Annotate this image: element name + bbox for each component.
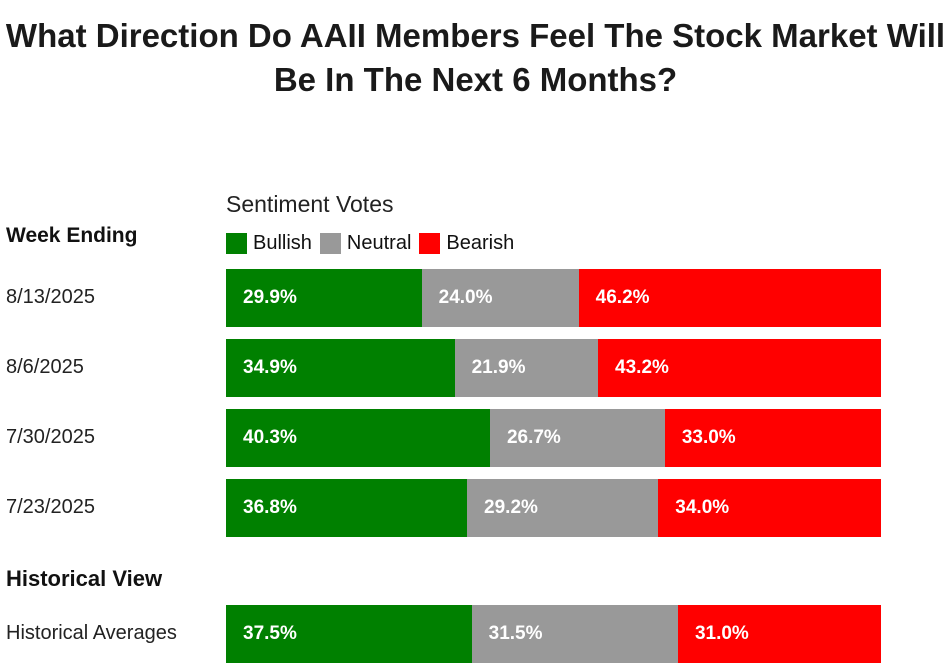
week-row-label: 7/23/2025 (6, 496, 95, 518)
week-row-bar: 34.9% 21.9% 43.2% (226, 339, 881, 397)
bar-segment-neutral: 29.2% (467, 479, 659, 537)
bar-segment-bearish: 46.2% (578, 269, 881, 327)
data-label: 36.8% (243, 497, 297, 518)
legend-label: Bearish (446, 232, 515, 254)
data-label: 33.0% (681, 427, 736, 448)
data-label: 34.0% (675, 497, 730, 518)
legend-swatch-neutral (319, 233, 341, 254)
bar-segment-bearish: 34.0% (658, 479, 881, 537)
week-row-label: 7/30/2025 (6, 426, 95, 448)
legend: Bullish Neutral Bearish (226, 232, 522, 255)
legend-label: Bullish (253, 232, 312, 254)
bar-segment-bullish: 40.3% (226, 409, 490, 467)
bar-segment-neutral: 26.7% (489, 409, 665, 467)
data-label: 21.9% (471, 357, 526, 378)
bar-segment-bullish: 34.9% (226, 339, 455, 397)
week-row-label: 8/13/2025 (6, 286, 95, 308)
bar-segment-bullish: 36.8% (226, 479, 468, 537)
legend-swatch-bullish (226, 233, 247, 254)
chart-title: What Direction Do AAII Members Feel The … (5, 17, 946, 98)
week-row-bar: 40.3% 26.7% 33.0% (226, 409, 881, 467)
data-label: 29.2% (484, 497, 538, 518)
week-row-label: 8/6/2025 (6, 356, 84, 378)
data-label: 24.0% (438, 287, 493, 308)
data-label: 26.7% (506, 427, 561, 448)
data-label: 37.5% (243, 623, 297, 644)
section-header: Historical View (6, 566, 163, 591)
data-label: 31.5% (488, 623, 543, 644)
data-label: 46.2% (595, 287, 650, 308)
bar-segment-bullish: 29.9% (226, 269, 422, 327)
chart-subtitle: Sentiment Votes (226, 191, 394, 217)
data-label: 29.9% (243, 287, 297, 308)
historical-row-label: Historical Averages (6, 622, 177, 644)
legend-label: Neutral (346, 232, 412, 254)
bar-segment-bearish: 31.0% (677, 605, 881, 663)
bar-segment-neutral: 21.9% (454, 339, 599, 397)
legend-item-neutral: Neutral (319, 232, 412, 255)
bar-segment-neutral: 31.5% (471, 605, 678, 663)
row-header: Week Ending (6, 224, 138, 247)
historical-row-bar: 37.5% 31.5% 31.0% (226, 605, 881, 663)
week-row-bar: 29.9% 24.0% 46.2% (226, 269, 881, 327)
bar-segment-bearish: 33.0% (664, 409, 881, 467)
data-label: 43.2% (615, 357, 669, 378)
legend-item-bearish: Bearish (419, 232, 514, 255)
bar-segment-bearish: 43.2% (598, 339, 881, 397)
legend-item-bullish: Bullish (226, 232, 312, 255)
legend-swatch-bearish (419, 233, 441, 254)
data-label: 40.3% (243, 427, 297, 448)
bar-segment-neutral: 24.0% (421, 269, 579, 327)
week-row-bar: 36.8% 29.2% 34.0% (226, 479, 881, 537)
data-label: 31.0% (694, 623, 749, 644)
data-label: 34.9% (243, 357, 297, 378)
bar-segment-bullish: 37.5% (226, 605, 472, 663)
